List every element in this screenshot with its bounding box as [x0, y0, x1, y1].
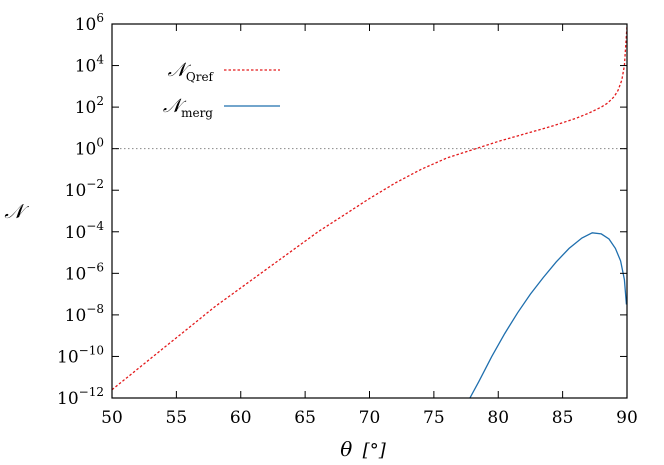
series-line-merg [469, 232, 627, 398]
y-tick-label: 10−2 [65, 177, 104, 201]
legend-label-qref: 𝒩Qref [168, 59, 215, 84]
x-tick-label: 60 [230, 408, 252, 428]
y-axis-title: 𝒩 [4, 199, 29, 223]
y-tick-label: 10−6 [65, 260, 104, 284]
y-tick-label: 10−10 [57, 343, 104, 367]
y-tick-label: 106 [75, 11, 104, 35]
y-tick-label: 10−4 [65, 219, 105, 243]
series-layer [112, 26, 627, 398]
legend-label-merg: 𝒩merg [163, 95, 213, 120]
y-tick-label: 10−8 [65, 302, 104, 326]
legend: 𝒩Qref 𝒩merg [163, 59, 280, 120]
x-tick-label: 80 [487, 408, 509, 428]
x-tick-label: 55 [166, 408, 188, 428]
y-tick-label: 100 [75, 136, 104, 160]
x-tick-label: 85 [552, 408, 574, 428]
y-tick-label: 104 [75, 53, 105, 77]
x-tick-label: 50 [101, 408, 123, 428]
y-tick-label: 102 [75, 94, 104, 118]
x-tick-label: 75 [423, 408, 445, 428]
tick-layer: 50 55 60 65 70 75 80 85 90 106 104 102 100 10−2 10−4 10… [57, 11, 638, 428]
x-axis-title: θ [°] [340, 437, 386, 461]
x-tick-label: 65 [294, 408, 316, 428]
x-tick-label: 70 [359, 408, 381, 428]
x-tick-label: 90 [616, 408, 638, 428]
x-axis-symbol: θ [340, 437, 352, 461]
y-tick-label: 10−12 [57, 385, 104, 409]
x-axis-unit: [°] [363, 440, 387, 461]
